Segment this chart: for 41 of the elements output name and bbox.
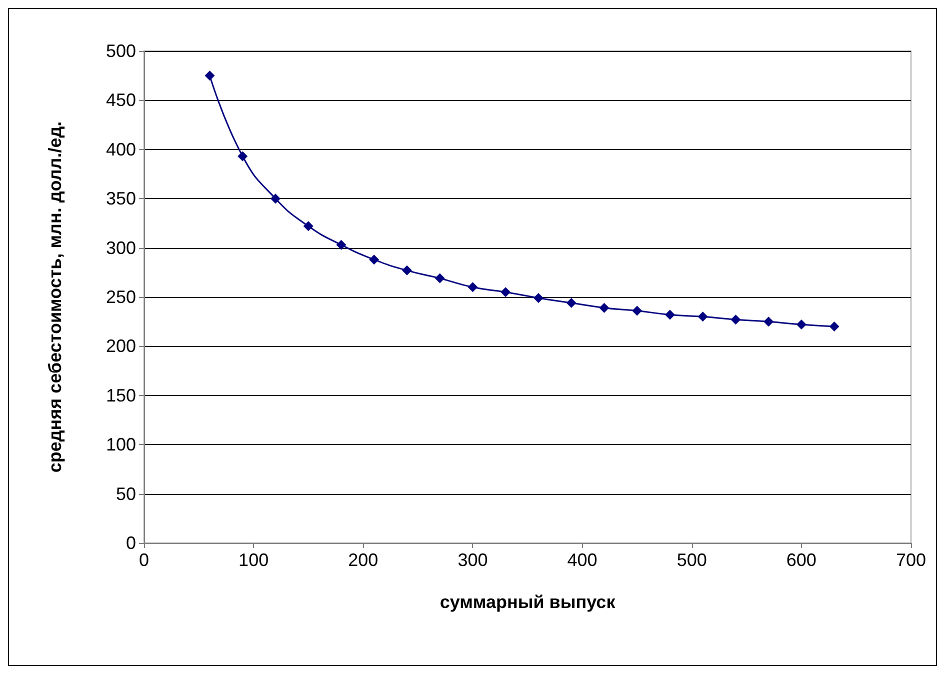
point bbox=[664, 310, 675, 320]
point bbox=[336, 240, 346, 250]
point bbox=[796, 320, 806, 330]
x-tick-label: 400 bbox=[567, 550, 598, 570]
y-tick-label: 150 bbox=[106, 385, 136, 406]
y-axis-title: средняя себестоимость, млн. долл./ед. bbox=[45, 121, 65, 473]
point bbox=[468, 282, 478, 292]
point bbox=[434, 273, 445, 284]
point bbox=[829, 322, 840, 332]
point bbox=[500, 287, 511, 298]
point bbox=[566, 298, 576, 308]
point bbox=[698, 312, 708, 322]
x-tick-label: 100 bbox=[238, 550, 269, 570]
x-tick-label: 700 bbox=[896, 550, 926, 570]
y-tick-label: 400 bbox=[106, 139, 136, 160]
point bbox=[303, 221, 314, 232]
y-tick-label: 500 bbox=[106, 41, 136, 61]
y-tick-label: 0 bbox=[126, 533, 136, 553]
x-tick-label: 600 bbox=[786, 550, 816, 570]
y-tick-label: 200 bbox=[106, 336, 136, 356]
point bbox=[238, 151, 248, 162]
y-tick-label: 50 bbox=[116, 484, 136, 504]
point bbox=[369, 254, 380, 265]
y-tick-label: 250 bbox=[106, 287, 136, 307]
point bbox=[730, 314, 741, 325]
y-tick-label: 350 bbox=[106, 188, 136, 209]
point bbox=[599, 302, 610, 313]
x-tick-label: 0 bbox=[138, 550, 150, 570]
y-tick-label: 450 bbox=[106, 90, 136, 110]
point bbox=[204, 70, 215, 81]
point bbox=[632, 306, 642, 316]
x-axis-title: суммарный выпуск bbox=[440, 592, 616, 612]
x-tick-label: 300 bbox=[458, 550, 488, 570]
y-tick-label: 100 bbox=[106, 434, 136, 455]
x-tick-label: 200 bbox=[348, 550, 378, 570]
point bbox=[402, 265, 412, 276]
y-tick-label: 300 bbox=[106, 238, 136, 258]
point bbox=[764, 316, 774, 327]
point bbox=[270, 194, 280, 204]
x-tick-label: 500 bbox=[676, 550, 707, 570]
point bbox=[533, 292, 544, 303]
